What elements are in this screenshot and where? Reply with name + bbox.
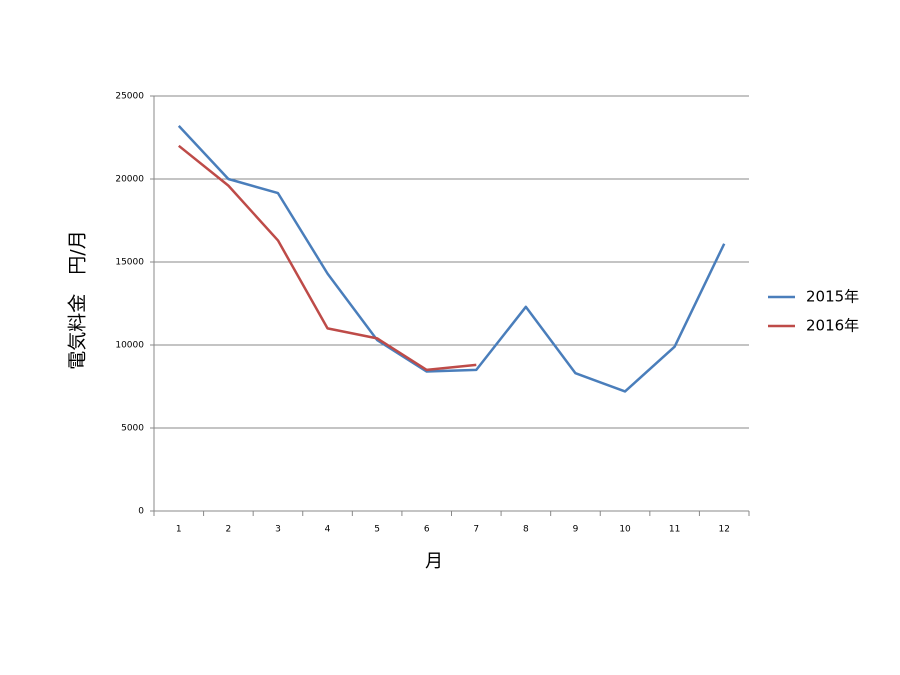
x-tick-label: 11 — [669, 525, 680, 535]
y-tick-label: 0 — [138, 507, 144, 517]
x-tick-label: 5 — [374, 525, 380, 535]
x-tick-label: 3 — [275, 525, 281, 535]
y-tick-label: 10000 — [115, 341, 144, 351]
legend-label: 2016年 — [806, 317, 859, 335]
x-tick-label: 10 — [619, 525, 631, 535]
series-line — [177, 125, 726, 393]
y-tick-label: 20000 — [115, 175, 144, 185]
series-line — [178, 144, 477, 372]
x-tick-label: 9 — [573, 525, 579, 535]
y-tick-label: 5000 — [121, 424, 144, 434]
x-tick-label: 7 — [473, 525, 479, 535]
y-tick-label: 25000 — [115, 92, 144, 102]
x-tick-label: 4 — [325, 525, 331, 535]
legend-label: 2015年 — [806, 288, 859, 306]
y-axis-label: 電気料金 円/月 — [67, 230, 89, 369]
x-tick-label: 6 — [424, 525, 430, 535]
x-tick-label: 12 — [718, 525, 729, 535]
y-tick-label: 15000 — [115, 258, 144, 268]
x-tick-label: 2 — [226, 525, 232, 535]
x-axis-label: 月 — [425, 551, 443, 572]
x-tick-label: 8 — [523, 525, 529, 535]
x-tick-label: 1 — [176, 525, 182, 535]
